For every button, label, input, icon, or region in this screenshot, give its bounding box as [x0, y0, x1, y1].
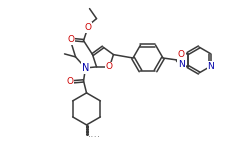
Text: O: O [67, 35, 74, 44]
Text: O: O [177, 51, 184, 60]
Text: N: N [177, 60, 184, 69]
Text: O: O [66, 77, 73, 86]
Text: ....: .... [87, 133, 100, 138]
Text: N: N [81, 63, 89, 73]
Text: N: N [207, 62, 213, 71]
Text: O: O [84, 23, 91, 32]
Text: O: O [106, 62, 112, 71]
